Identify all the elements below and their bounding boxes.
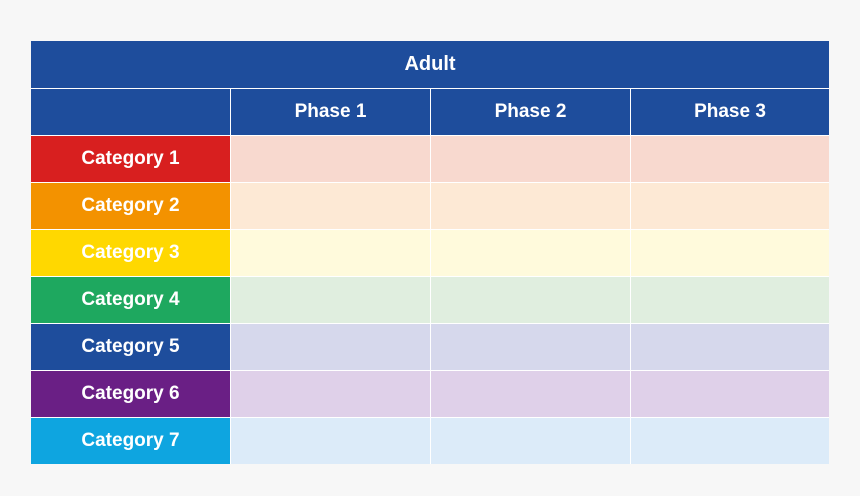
phase-3-header: Phase 3 (630, 88, 829, 135)
category-6-phase-1-cell (230, 371, 430, 417)
category-4-phase-2-cell (430, 277, 630, 323)
table-row: Category 1 (31, 135, 829, 182)
table-row: Category 5 (31, 323, 829, 370)
table-row: Category 6 (31, 370, 829, 417)
table-row: Category 4 (31, 276, 829, 323)
category-6-phase-3-cell (630, 371, 829, 417)
category-2-label: Category 2 (31, 183, 230, 229)
category-7-phase-1-cell (230, 418, 430, 464)
category-4-phase-1-cell (230, 277, 430, 323)
phase-2-header: Phase 2 (430, 88, 630, 135)
category-4-phase-3-cell (630, 277, 829, 323)
category-1-label: Category 1 (31, 136, 230, 182)
category-5-phase-2-cell (430, 324, 630, 370)
category-5-phase-1-cell (230, 324, 430, 370)
category-6-phase-2-cell (430, 371, 630, 417)
category-5-phase-3-cell (630, 324, 829, 370)
table-title: Adult (31, 41, 829, 88)
table-row: Category 7 (31, 417, 829, 464)
header-corner-cell (31, 88, 230, 135)
category-6-label: Category 6 (31, 371, 230, 417)
category-2-phase-1-cell (230, 183, 430, 229)
category-3-phase-3-cell (630, 230, 829, 276)
category-7-phase-2-cell (430, 418, 630, 464)
category-7-label: Category 7 (31, 418, 230, 464)
category-1-phase-2-cell (430, 136, 630, 182)
category-phase-table: Adult Phase 1 Phase 2 Phase 3 Category 1… (31, 41, 829, 464)
table-row: Category 3 (31, 229, 829, 276)
phase-1-header: Phase 1 (230, 88, 430, 135)
category-1-phase-3-cell (630, 136, 829, 182)
category-3-phase-2-cell (430, 230, 630, 276)
phase-header-row: Phase 1 Phase 2 Phase 3 (31, 88, 829, 135)
category-1-phase-1-cell (230, 136, 430, 182)
category-4-label: Category 4 (31, 277, 230, 323)
category-3-label: Category 3 (31, 230, 230, 276)
category-2-phase-2-cell (430, 183, 630, 229)
table-row: Category 2 (31, 182, 829, 229)
category-7-phase-3-cell (630, 418, 829, 464)
table-body: Category 1 Category 2 Category 3 Categor… (31, 135, 829, 464)
category-2-phase-3-cell (630, 183, 829, 229)
category-3-phase-1-cell (230, 230, 430, 276)
category-5-label: Category 5 (31, 324, 230, 370)
